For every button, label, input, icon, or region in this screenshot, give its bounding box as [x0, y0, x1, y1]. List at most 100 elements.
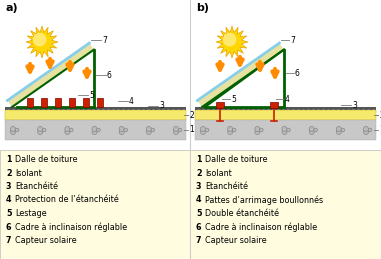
Bar	[270, 102, 278, 108]
Circle shape	[70, 128, 73, 132]
Circle shape	[124, 128, 128, 132]
Bar	[5, 0, 186, 150]
Text: 3: 3	[159, 102, 164, 111]
Circle shape	[92, 126, 97, 132]
Circle shape	[42, 128, 46, 132]
Circle shape	[15, 128, 19, 132]
Circle shape	[228, 130, 233, 134]
Text: 7: 7	[6, 236, 11, 245]
Text: Capteur solaire: Capteur solaire	[205, 236, 267, 245]
Polygon shape	[216, 26, 248, 58]
Circle shape	[336, 126, 341, 132]
Text: Etanchéité: Etanchéité	[205, 182, 248, 191]
Circle shape	[287, 128, 290, 132]
Bar	[41, 98, 47, 107]
Circle shape	[146, 130, 151, 134]
Circle shape	[200, 130, 205, 134]
Circle shape	[38, 130, 43, 134]
Bar	[0, 150, 381, 259]
Circle shape	[146, 126, 151, 132]
Circle shape	[11, 126, 16, 132]
Circle shape	[97, 128, 100, 132]
Circle shape	[205, 128, 209, 132]
Text: a): a)	[6, 3, 19, 13]
Circle shape	[224, 33, 236, 46]
Text: Capteur solaire: Capteur solaire	[15, 236, 77, 245]
Polygon shape	[7, 43, 94, 107]
Text: 6: 6	[6, 222, 11, 232]
Bar	[195, 120, 376, 140]
Circle shape	[282, 130, 287, 134]
Bar	[195, 110, 376, 120]
Bar	[216, 102, 224, 108]
Text: 5: 5	[89, 90, 94, 99]
Text: 6: 6	[295, 69, 300, 78]
Text: Cadre à inclinaison réglable: Cadre à inclinaison réglable	[15, 222, 127, 232]
Circle shape	[228, 126, 233, 132]
Text: Isolant: Isolant	[15, 169, 42, 177]
Text: 6: 6	[196, 222, 202, 232]
Text: Protection de l’étanchéité: Protection de l’étanchéité	[15, 196, 119, 205]
Text: Lestage: Lestage	[15, 209, 46, 218]
Circle shape	[200, 126, 205, 132]
Circle shape	[255, 130, 260, 134]
Text: Pattes d’arrimage boullonnés: Pattes d’arrimage boullonnés	[205, 196, 323, 205]
Text: Double étanchéité: Double étanchéité	[205, 209, 279, 218]
Text: 7: 7	[196, 236, 202, 245]
Circle shape	[368, 128, 372, 132]
Text: b): b)	[196, 3, 209, 13]
Text: 1: 1	[379, 126, 381, 134]
Circle shape	[309, 126, 314, 132]
Text: 2: 2	[196, 169, 202, 177]
Bar	[55, 98, 61, 107]
Text: 5: 5	[6, 209, 11, 218]
Text: 5: 5	[196, 209, 202, 218]
Text: Cadre à inclinaison réglable: Cadre à inclinaison réglable	[205, 222, 317, 232]
Circle shape	[232, 128, 236, 132]
Text: 4: 4	[129, 97, 134, 105]
Text: 2: 2	[379, 111, 381, 119]
Circle shape	[119, 126, 124, 132]
Bar	[27, 98, 33, 107]
Text: 3: 3	[6, 182, 11, 191]
Text: 7: 7	[102, 35, 107, 45]
Circle shape	[314, 128, 317, 132]
Circle shape	[255, 126, 260, 132]
Text: 6: 6	[107, 71, 112, 80]
Text: Dalle de toiture: Dalle de toiture	[15, 155, 77, 164]
Circle shape	[65, 126, 70, 132]
Circle shape	[173, 126, 179, 132]
Text: 5: 5	[231, 95, 236, 104]
Circle shape	[363, 130, 368, 134]
Circle shape	[92, 130, 97, 134]
Circle shape	[34, 33, 46, 46]
Text: 1: 1	[189, 126, 194, 134]
Bar	[83, 98, 89, 107]
Text: 2: 2	[189, 111, 194, 119]
Polygon shape	[26, 26, 58, 58]
Text: 7: 7	[290, 35, 295, 45]
Text: 2: 2	[6, 169, 12, 177]
Text: Etanchéité: Etanchéité	[15, 182, 58, 191]
Circle shape	[336, 130, 341, 134]
Text: 1: 1	[196, 155, 202, 164]
Polygon shape	[197, 43, 284, 107]
Text: 3: 3	[352, 100, 357, 110]
Bar	[195, 0, 376, 150]
Bar	[97, 98, 103, 107]
Text: 4: 4	[196, 196, 202, 205]
Bar	[195, 107, 376, 110]
Text: 4: 4	[285, 95, 290, 104]
Circle shape	[11, 130, 16, 134]
Circle shape	[151, 128, 155, 132]
Text: 4: 4	[6, 196, 11, 205]
Circle shape	[309, 130, 314, 134]
Text: Dalle de toiture: Dalle de toiture	[205, 155, 267, 164]
Circle shape	[38, 126, 43, 132]
Text: 1: 1	[6, 155, 11, 164]
Bar	[5, 107, 186, 110]
Circle shape	[259, 128, 263, 132]
Circle shape	[341, 128, 345, 132]
Bar	[5, 120, 186, 140]
Circle shape	[178, 128, 182, 132]
